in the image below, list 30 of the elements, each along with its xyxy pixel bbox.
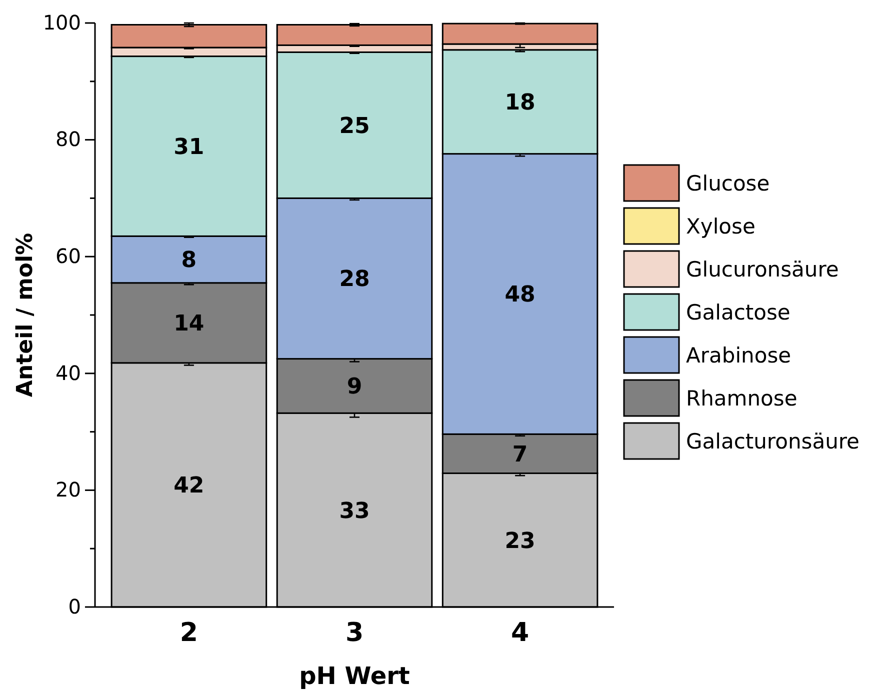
data-label: 8 — [181, 248, 197, 274]
y-tick-label: 0 — [68, 594, 81, 618]
y-tick-label: 20 — [56, 478, 81, 502]
data-label: 33 — [339, 498, 370, 524]
data-label: 7 — [512, 442, 528, 468]
legend-label: Galacturonsäure — [686, 429, 860, 454]
legend-label: Arabinose — [686, 343, 792, 368]
data-label: 31 — [174, 134, 204, 160]
y-tick-label: 80 — [56, 127, 81, 152]
legend-label: Glucuronsäure — [686, 257, 839, 282]
legend-label: Rhamnose — [686, 386, 798, 410]
data-label: 25 — [339, 114, 370, 139]
y-tick-label: 100 — [42, 10, 81, 34]
data-label: 28 — [339, 267, 370, 292]
y-tick-label: 60 — [56, 244, 81, 268]
legend-label: Glucose — [686, 171, 770, 196]
legend-label: Xylose — [686, 214, 756, 238]
y-tick-label: 40 — [56, 360, 81, 385]
x-tick-label: 3 — [345, 618, 364, 648]
data-label: 14 — [174, 312, 204, 337]
data-label: 48 — [504, 282, 536, 308]
data-label: 18 — [504, 90, 536, 116]
x-tick-label: 4 — [511, 618, 530, 648]
data-label: 9 — [346, 374, 362, 400]
data-label: 23 — [504, 528, 536, 554]
x-tick-label: 2 — [180, 618, 198, 648]
y-axis-title: Anteil / mol% — [13, 232, 38, 398]
data-label: 42 — [174, 474, 204, 499]
legend-label: Galactose — [686, 300, 790, 324]
x-axis-title: pH Wert — [299, 662, 410, 690]
